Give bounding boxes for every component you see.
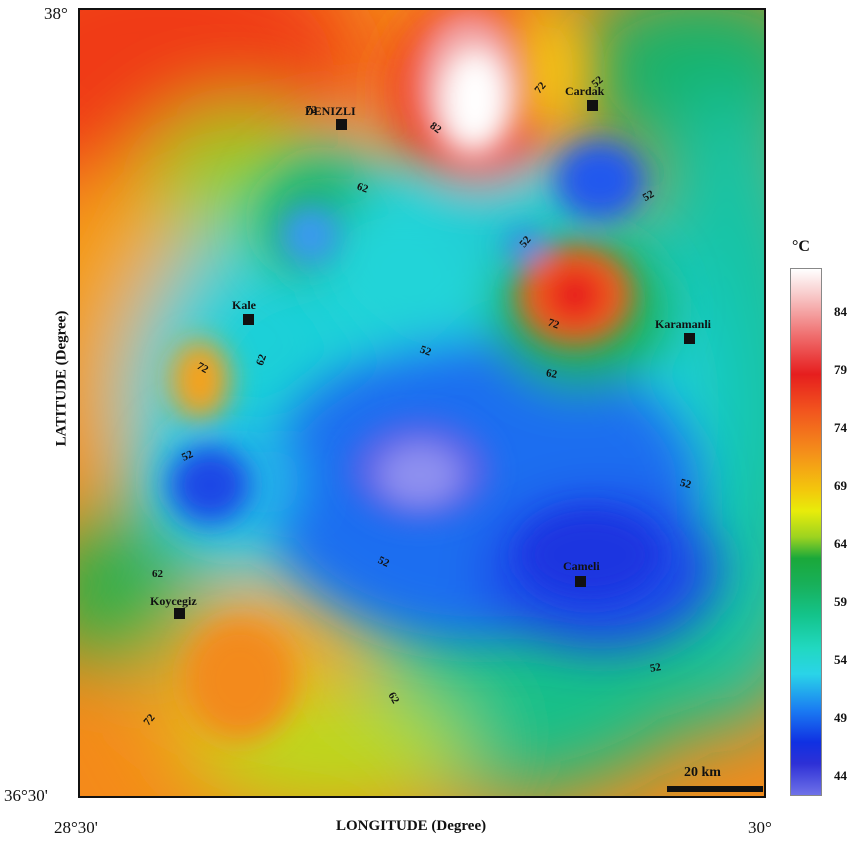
lon-right-label: 30° xyxy=(748,818,772,837)
town-label: Cardak xyxy=(565,84,605,98)
lon-left-label: 28°30' xyxy=(54,818,98,837)
legend-tick: 79 xyxy=(834,362,847,377)
town-label: Cameli xyxy=(563,559,600,573)
lat-bottom-label: 36°30' xyxy=(4,786,48,805)
legend-unit-label: °C xyxy=(792,238,810,255)
temperature-map: DENIZLI Cardak Kale Karamanli Koycegiz C… xyxy=(78,8,766,798)
legend-tick: 84 xyxy=(834,304,847,319)
map-heat-surface xyxy=(80,10,764,796)
legend-tick: 74 xyxy=(834,420,847,435)
color-scale-bar xyxy=(790,268,822,796)
town-label: Koycegiz xyxy=(150,594,197,608)
latitude-axis-title: LATITUDE (Degree) xyxy=(53,310,70,447)
town-marker xyxy=(174,608,185,619)
legend-tick: 69 xyxy=(834,478,847,493)
legend-tick: 64 xyxy=(834,536,847,551)
contour-label: 52 xyxy=(649,661,662,675)
town-marker xyxy=(575,576,586,587)
town-marker xyxy=(587,100,598,111)
scale-bar-label: 20 km xyxy=(684,765,721,780)
legend-tick: 54 xyxy=(834,652,847,667)
town-label: Karamanli xyxy=(655,317,711,331)
contour-label: 62 xyxy=(152,568,163,580)
scale-bar xyxy=(667,786,763,792)
town-label: DENIZLI xyxy=(305,104,356,118)
contour-label: 62 xyxy=(545,367,558,381)
legend-tick: 44 xyxy=(834,768,847,783)
town-label: Kale xyxy=(232,298,256,312)
longitude-axis-title: LONGITUDE (Degree) xyxy=(336,818,487,834)
legend-tick: 59 xyxy=(834,594,847,609)
town-marker xyxy=(684,333,695,344)
town-marker xyxy=(243,314,254,325)
legend-tick: 49 xyxy=(834,710,847,725)
contour-label: 72 xyxy=(306,104,317,116)
lat-top-label: 38° xyxy=(44,4,68,23)
town-marker xyxy=(336,119,347,130)
